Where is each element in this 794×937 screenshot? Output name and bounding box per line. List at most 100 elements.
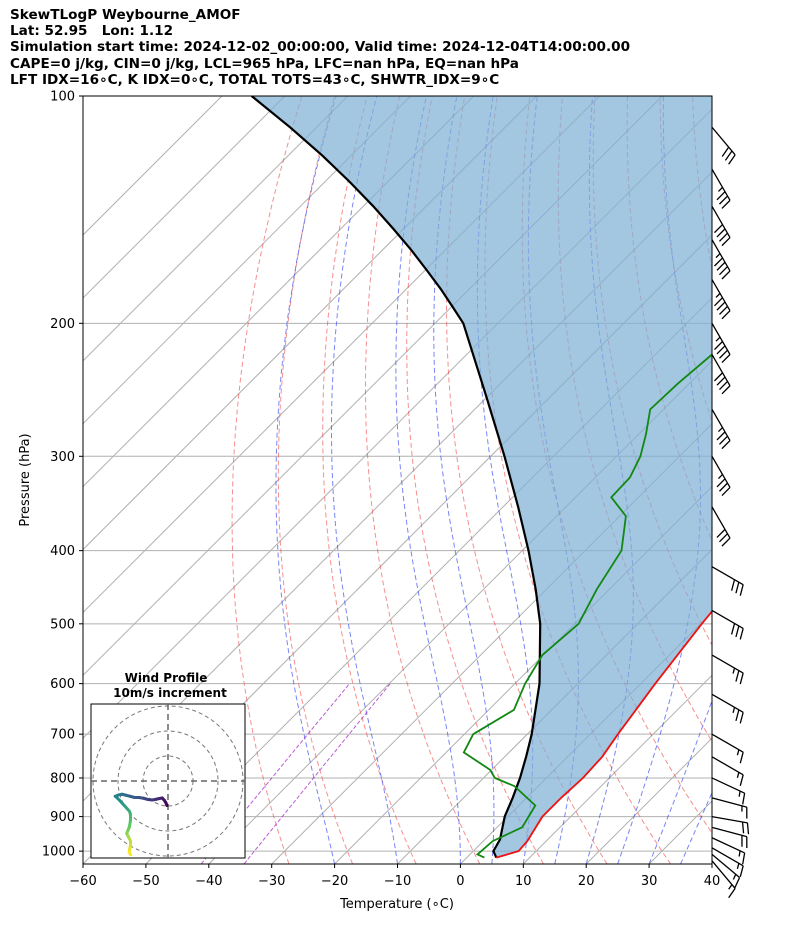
dry-adiabat	[758, 96, 794, 864]
hodograph-ring	[117, 730, 219, 832]
wind-barb-flag	[735, 670, 740, 682]
wind-barb-flag	[735, 709, 740, 722]
wind-barb-flag	[721, 199, 731, 209]
dry-adiabat	[322, 96, 417, 864]
wind-barb-shaft	[711, 168, 731, 201]
y-tick-label: 300	[50, 450, 75, 465]
dry-adiabat	[725, 96, 794, 864]
wind-barb-shaft	[711, 455, 731, 488]
wind-barb-flag	[721, 146, 730, 157]
wind-barb-flag	[742, 793, 746, 805]
wind-barb-shaft	[711, 826, 747, 838]
x-tick-label: −50	[132, 874, 159, 889]
cin-shaded-area	[251, 96, 712, 858]
wind-barb	[711, 654, 744, 685]
wind-barb	[711, 860, 736, 899]
y-tick-label: 500	[50, 617, 75, 632]
wind-barb	[711, 609, 744, 640]
wind-barb-flag	[718, 186, 723, 192]
wind-barb-flag	[714, 297, 723, 307]
wind-barb	[711, 826, 748, 849]
wind-barb-flag	[739, 712, 744, 724]
wind-barb-flag	[714, 257, 723, 267]
y-tick-label: 900	[50, 810, 75, 825]
wind-barb-shaft	[711, 733, 744, 753]
wind-barb	[711, 847, 744, 878]
wind-barb-flag	[732, 874, 737, 880]
y-tick-label: 200	[50, 317, 75, 332]
hodograph-title: Wind Profile	[125, 671, 208, 685]
wind-barb-flag	[728, 884, 733, 890]
wind-barb-flag	[739, 628, 744, 640]
moist-adiabat	[331, 96, 398, 864]
wind-barb-shaft	[711, 847, 744, 867]
dry-adiabat	[231, 96, 303, 864]
wind-barb-flag	[721, 270, 731, 280]
stability-line: CAPE=0 j/kg, CIN=0 j/kg, LCL=965 hPa, LF…	[10, 55, 519, 72]
chart-header: SkewTLogP Weybourne_AMOF Lat: 52.95 Lon:…	[10, 7, 630, 88]
hodograph-trace-segment	[127, 850, 132, 857]
wind-barb-shaft	[711, 239, 731, 272]
wind-barb	[711, 853, 741, 889]
isotherm-line	[83, 96, 349, 362]
wind-barb-shaft	[711, 206, 731, 238]
wind-barb	[711, 506, 731, 547]
wind-barb-flag	[739, 751, 744, 764]
wind-barb-flag	[730, 623, 736, 635]
y-tick-label: 400	[50, 544, 75, 559]
wind-barb	[711, 797, 748, 819]
wind-barb-flag	[715, 336, 721, 342]
wind-barb-flag	[739, 584, 744, 596]
wind-barb-flag	[719, 533, 728, 543]
wind-barb-shaft	[711, 322, 731, 355]
wind-barb	[711, 837, 746, 865]
dry-adiabat	[277, 96, 354, 864]
wind-barb-flag	[738, 790, 741, 797]
time-line: Simulation start time: 2024-12-02_00:00:…	[10, 39, 631, 56]
temperature-profile-line	[496, 609, 712, 859]
wind-barb-flag	[738, 850, 741, 857]
wind-barb-shaft	[711, 815, 748, 824]
y-tick-label: 600	[50, 677, 75, 692]
wind-barb	[711, 354, 731, 395]
hodograph-subtitle: 10m/s increment	[113, 686, 227, 700]
y-tick-label: 800	[50, 771, 75, 786]
wind-barb-flag	[719, 482, 728, 492]
wind-barb	[711, 566, 744, 596]
wind-barb-flag	[715, 253, 721, 259]
wind-barb	[711, 279, 731, 320]
wind-barb-flag	[742, 852, 746, 865]
wind-barb-shaft	[711, 777, 745, 794]
wind-barb-flag	[721, 237, 731, 247]
wind-barb-flag	[728, 888, 736, 899]
wind-barb-flag	[739, 672, 744, 685]
wind-barb	[711, 777, 746, 805]
wind-barb-flag	[719, 435, 728, 445]
wind-barb-flag	[724, 150, 733, 161]
wind-barb-shaft	[711, 354, 731, 387]
chart-title: SkewTLogP Weybourne_AMOF	[10, 7, 241, 23]
wind-barb-flag	[716, 261, 726, 271]
wind-barb-flag	[736, 863, 740, 870]
y-axis-label: Pressure (hPa)	[18, 433, 33, 526]
dry-adiabat	[790, 96, 794, 864]
isotherm-line	[334, 485, 712, 864]
wind-barb-flag	[721, 440, 731, 450]
wind-barb-flag	[716, 431, 726, 441]
x-tick-label: 10	[515, 874, 532, 889]
wind-barb-flag	[714, 224, 723, 234]
wind-barb	[711, 322, 731, 364]
x-tick-label: 20	[578, 874, 595, 889]
wind-barb-flag	[716, 376, 726, 386]
x-tick-label: 30	[641, 874, 658, 889]
wind-barb-flag	[728, 154, 736, 165]
x-axis-label: Temperature (∘C)	[339, 897, 454, 912]
wind-barb	[711, 239, 731, 280]
wind-barb-flag	[746, 822, 750, 835]
wind-barb-shaft	[711, 756, 744, 776]
wind-barb-shaft	[711, 693, 744, 713]
y-tick-label: 700	[50, 728, 75, 743]
y-tick-label: 1000	[42, 845, 75, 860]
wind-barb-flag	[719, 195, 728, 205]
wind-barb	[711, 815, 750, 835]
